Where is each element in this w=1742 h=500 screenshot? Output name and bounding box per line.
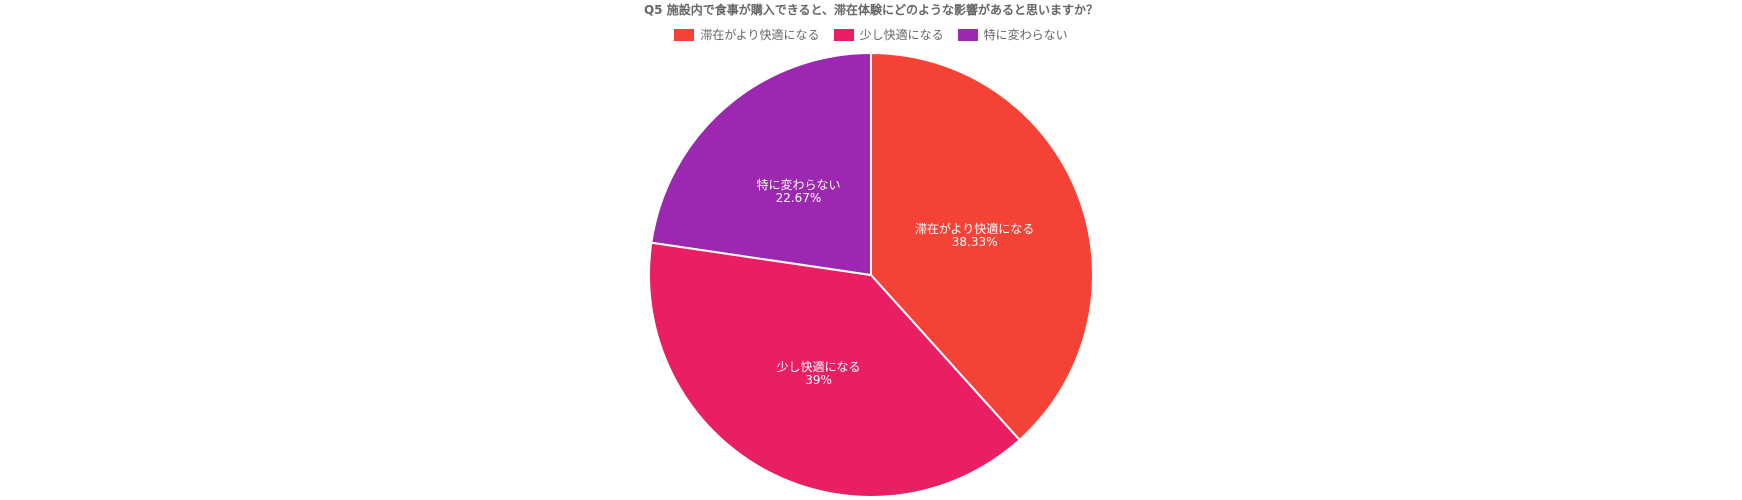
legend-label-2: 特に変わらない xyxy=(983,28,1068,42)
slice-value-1: 39% xyxy=(805,373,832,387)
pie-slice-0[interactable] xyxy=(870,51,1094,442)
legend-item-0[interactable]: 滞在がより快適になる xyxy=(674,27,820,43)
slice-label-2: 特に変わらない xyxy=(756,177,840,192)
pie-slice-1[interactable] xyxy=(648,241,1021,498)
slice-value-2: 22.67% xyxy=(776,191,822,205)
legend-swatch-1 xyxy=(833,29,854,41)
legend-label-0: 滞在がより快適になる xyxy=(700,28,820,42)
pie-slice-2[interactable] xyxy=(650,51,872,277)
legend-swatch-2 xyxy=(957,29,978,41)
legend-label-1: 少し快適になる xyxy=(859,28,944,42)
pie-slices xyxy=(648,51,1094,498)
legend: 滞在がより快適になる 少し快適になる 特に変わらない xyxy=(0,27,1742,43)
slice-label-0: 滞在がより快適になる xyxy=(915,221,1034,236)
slice-label-1: 少し快適になる xyxy=(777,359,861,374)
legend-item-2[interactable]: 特に変わらない xyxy=(957,27,1068,43)
legend-swatch-0 xyxy=(674,29,695,41)
slice-value-0: 38.33% xyxy=(952,235,998,249)
chart-title: Q5 施設内で食事が購入できると、滞在体験にどのような影響があると思いますか？ xyxy=(643,3,1098,17)
legend-item-1[interactable]: 少し快適になる xyxy=(833,27,944,43)
